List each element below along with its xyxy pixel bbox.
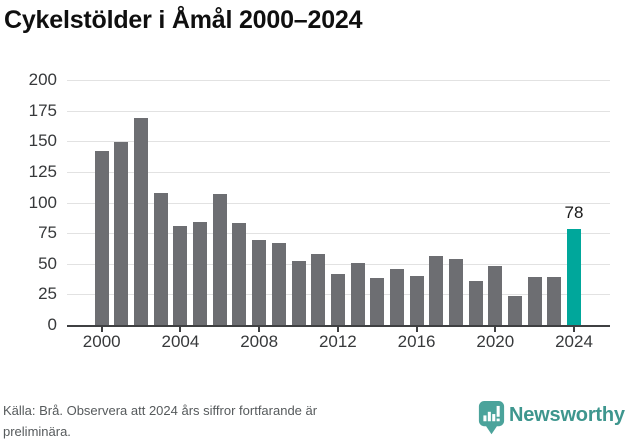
gridline	[67, 171, 610, 173]
y-axis-tick-label: 100	[28, 192, 57, 212]
bar-2000	[94, 151, 109, 325]
bar-2024	[567, 229, 582, 325]
x-axis-tick	[336, 327, 339, 332]
gridline	[67, 141, 610, 143]
plot-area: 2000 2004 2008 2012 2016 2020 2024 78	[67, 80, 610, 351]
speech-bubble-shape	[478, 401, 505, 435]
bar-2006	[212, 193, 227, 325]
bar-2019	[468, 280, 483, 325]
bar-value-label: 78	[564, 203, 584, 223]
x-axis-tick-label: 2016	[397, 332, 436, 351]
x-axis-tick	[258, 327, 261, 332]
bar-2003	[153, 192, 168, 325]
x-axis-tick	[494, 327, 497, 332]
bar-2011	[311, 253, 326, 325]
bar-2001	[114, 142, 129, 325]
newsworthy-logo-icon	[478, 401, 505, 435]
bar-2013	[350, 262, 365, 325]
y-axis-tick-label: 175	[28, 100, 57, 120]
bar-2018	[448, 258, 463, 325]
x-axis-tick	[573, 327, 576, 332]
newsworthy-logo[interactable]: Newsworthy	[478, 400, 628, 438]
x-axis-tick-label: 2020	[476, 332, 515, 351]
bar-chart-glyph	[483, 405, 500, 422]
x-axis-tick-label: 2004	[161, 332, 200, 351]
y-axis-tick-label: 75	[38, 223, 57, 243]
bar-2017	[429, 256, 444, 325]
y-axis-tick-label: 200	[28, 70, 57, 89]
y-axis-tick-label: 125	[28, 161, 57, 181]
bar-2007	[232, 223, 247, 325]
y-axis-tick-label: 50	[38, 253, 57, 273]
gridline	[67, 110, 610, 112]
bar-2005	[193, 222, 208, 325]
bar-2004	[173, 225, 188, 325]
bar-2020	[488, 266, 503, 325]
x-axis-tick-label: 2000	[82, 332, 121, 351]
x-axis-tick-label: 2008	[240, 332, 279, 351]
y-axis-tick-label: 0	[47, 315, 57, 334]
bar-2010	[291, 261, 306, 325]
x-axis-tick	[415, 327, 418, 332]
bar-2021	[507, 295, 522, 325]
gridline	[67, 80, 610, 81]
chart-title: Cykelstölder i Åmål 2000–2024	[4, 6, 363, 34]
gridline	[67, 202, 610, 204]
source-note: Källa: Brå. Observera att 2024 års siffr…	[3, 403, 318, 439]
bar-2009	[271, 242, 286, 325]
x-axis-tick	[179, 327, 182, 332]
bar-2015	[389, 268, 404, 325]
bar-2008	[252, 240, 267, 325]
x-axis-tick-label: 2024	[555, 332, 593, 351]
bar-2016	[409, 276, 424, 325]
gridline	[67, 233, 610, 235]
bar-2023	[547, 277, 562, 325]
x-axis-tick-label: 2012	[318, 332, 357, 351]
x-axis-tick	[100, 327, 103, 332]
newsworthy-logo-text: Newsworthy	[509, 404, 625, 426]
y-axis-tick-label: 25	[38, 284, 57, 304]
bar-2012	[330, 273, 345, 325]
gridline	[67, 263, 610, 265]
bar-2014	[370, 278, 385, 325]
y-axis-tick-label: 150	[28, 131, 57, 151]
bar-2022	[527, 277, 542, 325]
bar-2002	[134, 117, 149, 325]
